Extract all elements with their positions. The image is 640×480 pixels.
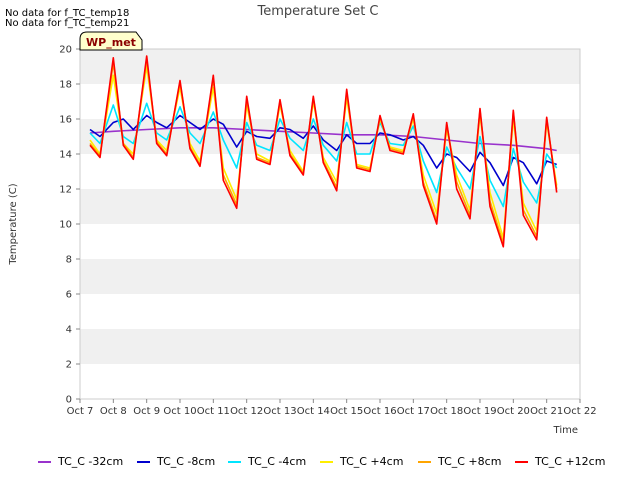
x-tick-label: Oct 21 xyxy=(530,406,563,417)
no-data-note-1: No data for f_TC_temp18 xyxy=(5,8,130,19)
x-tick-label: Oct 12 xyxy=(230,406,263,417)
y-tick-label: 0 xyxy=(66,395,72,406)
x-tick-label: Oct 8 xyxy=(100,406,127,417)
series-line-0 xyxy=(89,127,557,152)
y-tick-label: 16 xyxy=(59,115,72,126)
legend-label-2: TC_C -4cm xyxy=(247,455,306,468)
y-tick-label: 8 xyxy=(66,255,72,266)
x-tick-label: Oct 20 xyxy=(497,406,530,417)
x-tick-label: Oct 16 xyxy=(363,406,396,417)
y-axis-title: Temperature (C) xyxy=(8,183,19,265)
grid-band xyxy=(80,154,580,189)
chart-title: Temperature Set C xyxy=(256,4,378,19)
grid-band xyxy=(80,364,580,399)
grid-band xyxy=(80,259,580,294)
wp-met-badge: WP_met xyxy=(79,31,143,51)
y-tick-label: 4 xyxy=(66,325,72,336)
y-tick-label: 10 xyxy=(59,220,72,231)
y-tick-label: 12 xyxy=(59,185,72,196)
grid-bands xyxy=(80,49,580,399)
x-tick-label: Oct 17 xyxy=(397,406,430,417)
x-tick-label: Oct 9 xyxy=(133,406,160,417)
legend-label-5: TC_C +12cm xyxy=(534,455,605,468)
x-tick-label: Oct 10 xyxy=(163,406,196,417)
legend: TC_C -32cm TC_C -8cm TC_C -4cm TC_C +4cm TC_… xyxy=(38,455,605,468)
x-tick-label: Oct 22 xyxy=(563,406,596,417)
series-lines xyxy=(89,55,558,248)
x-axis-title: Time xyxy=(553,425,578,436)
y-tick-label: 6 xyxy=(66,290,72,301)
x-tick-label: Oct 14 xyxy=(297,406,330,417)
x-tick-label: Oct 7 xyxy=(67,406,94,417)
legend-label-1: TC_C -8cm xyxy=(156,455,215,468)
y-tick-label: 20 xyxy=(59,45,72,56)
grid-band xyxy=(80,294,580,329)
y-tick-label: 18 xyxy=(59,80,72,91)
x-tick-label: Oct 13 xyxy=(263,406,296,417)
legend-label-4: TC_C +8cm xyxy=(437,455,501,468)
x-tick-label: Oct 15 xyxy=(330,406,363,417)
y-axis: 0 2 4 6 8 10 12 14 16 18 20 xyxy=(59,45,80,406)
y-tick-label: 2 xyxy=(66,360,72,371)
series-line-5 xyxy=(89,55,558,248)
grid-band xyxy=(80,224,580,259)
x-tick-label: Oct 11 xyxy=(197,406,230,417)
no-data-note-2: No data for f_TC_temp21 xyxy=(5,18,130,29)
series-line-1 xyxy=(89,114,557,187)
series-line-2 xyxy=(89,102,558,208)
grid-band xyxy=(80,49,580,84)
y-tick-label: 14 xyxy=(59,150,72,161)
x-axis: Oct 7 Oct 8 Oct 9 Oct 10 Oct 11 Oct 12 Oct 13 O… xyxy=(67,399,597,417)
grid-band xyxy=(80,329,580,364)
legend-label-3: TC_C +4cm xyxy=(339,455,403,468)
legend-label-0: TC_C -32cm xyxy=(57,455,123,468)
x-tick-label: Oct 19 xyxy=(463,406,496,417)
grid-band xyxy=(80,119,580,154)
x-tick-label: Oct 18 xyxy=(430,406,463,417)
badge-shape xyxy=(79,31,143,51)
grid-band xyxy=(80,84,580,119)
badge-label: WP_met xyxy=(86,36,136,49)
